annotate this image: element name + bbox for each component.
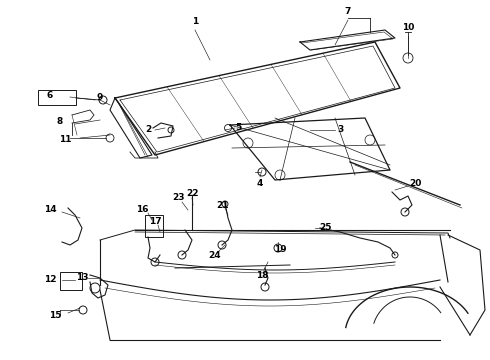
Text: 6: 6 — [47, 90, 53, 99]
Text: 13: 13 — [76, 274, 88, 283]
Text: 14: 14 — [44, 206, 56, 215]
Text: 25: 25 — [319, 224, 331, 233]
Text: 10: 10 — [402, 23, 414, 32]
Text: 9: 9 — [97, 93, 103, 102]
Text: 22: 22 — [186, 189, 198, 198]
Text: 15: 15 — [49, 310, 61, 320]
Text: 20: 20 — [409, 179, 421, 188]
Text: 19: 19 — [274, 246, 286, 255]
Text: 2: 2 — [145, 126, 151, 135]
Text: 18: 18 — [256, 270, 268, 279]
Text: 17: 17 — [148, 217, 161, 226]
Text: 24: 24 — [209, 251, 221, 260]
Text: 8: 8 — [57, 117, 63, 126]
Text: 1: 1 — [192, 18, 198, 27]
Text: 12: 12 — [44, 275, 56, 284]
Text: 11: 11 — [59, 135, 71, 144]
Text: 7: 7 — [345, 8, 351, 17]
Text: 23: 23 — [172, 194, 184, 202]
Text: 4: 4 — [257, 179, 263, 188]
Text: 16: 16 — [136, 206, 148, 215]
Text: 3: 3 — [337, 126, 343, 135]
Text: 5: 5 — [235, 123, 241, 132]
Text: 21: 21 — [216, 201, 228, 210]
